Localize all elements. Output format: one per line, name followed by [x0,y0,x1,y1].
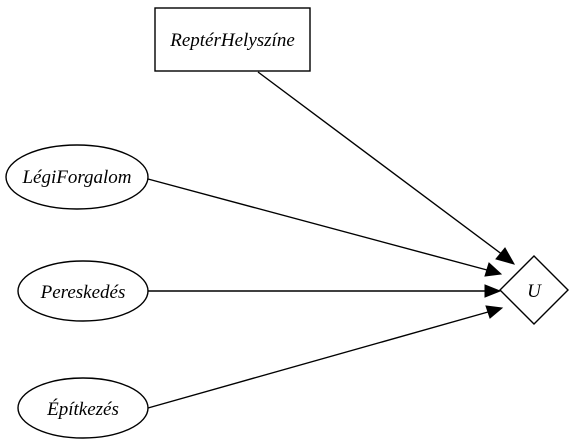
node-repter-helyszine[interactable]: ReptérHelyszíne [154,7,311,72]
node-u[interactable]: U [499,255,569,325]
edge-line [147,311,489,409]
node-diamond [499,255,569,325]
node-legi-forgalom[interactable]: LégiForgalom [5,144,149,210]
node-label: U [527,281,542,302]
node-ellipse [17,260,149,322]
edge-pereskedes-to-u [148,284,502,298]
edge-line [147,178,488,271]
edge-line [257,71,504,256]
edge-epitkezes-to-u [147,305,504,409]
node-rectangle [154,7,311,72]
edge-repter-to-u [257,71,516,265]
edge-legi-to-u [147,178,503,277]
node-label: ReptérHelyszíne [169,30,295,51]
arrowhead [495,247,516,265]
node-pereskedes[interactable]: Pereskedés [17,260,149,322]
arrowhead [484,284,502,298]
node-label: Építkezés [46,398,119,420]
arrowhead [484,262,503,277]
node-epitkezes[interactable]: Építkezés [17,377,149,439]
arrowhead [485,305,504,319]
node-ellipse [17,377,149,439]
node-ellipse [5,144,149,210]
node-label: LégiForgalom [21,167,131,188]
node-label: Pereskedés [40,282,126,303]
